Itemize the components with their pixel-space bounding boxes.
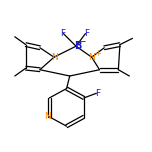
Text: F: F bbox=[60, 29, 65, 38]
Text: F: F bbox=[95, 89, 100, 98]
Text: F: F bbox=[84, 29, 89, 38]
Text: −: − bbox=[78, 37, 87, 47]
Text: +: + bbox=[94, 49, 101, 58]
Text: N: N bbox=[88, 53, 95, 62]
Text: B: B bbox=[74, 41, 81, 51]
Text: N: N bbox=[44, 112, 51, 121]
Text: N: N bbox=[51, 53, 58, 62]
